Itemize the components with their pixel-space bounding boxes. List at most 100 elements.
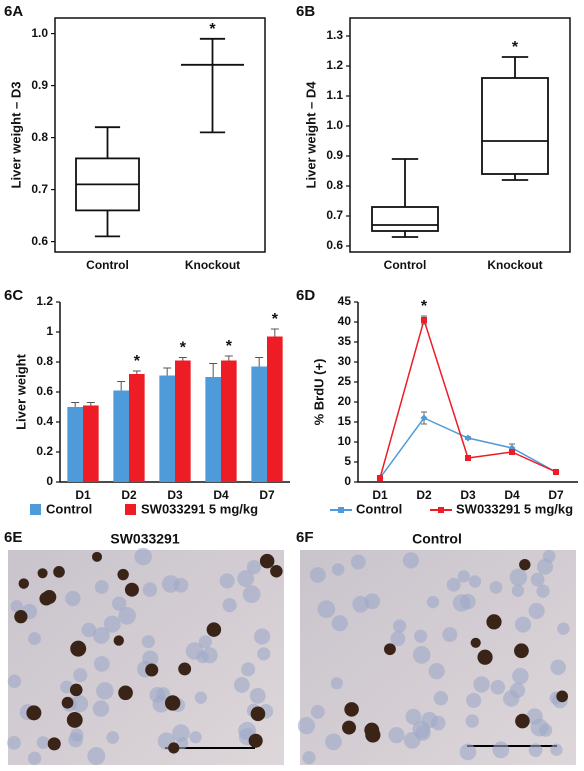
nucleus (70, 695, 89, 713)
nucleus (539, 723, 553, 737)
y-tick-label: 15 (338, 414, 352, 428)
y-tick-label: 0.9 (326, 148, 343, 162)
error-bar (270, 328, 279, 337)
nucleus (490, 679, 506, 695)
legend-label: Control (46, 501, 92, 516)
nucleus (331, 563, 345, 576)
y-tick-label: 1.2 (326, 58, 343, 72)
image-title: Control (412, 531, 462, 547)
marker (421, 317, 427, 323)
stained-nucleus (164, 695, 181, 711)
y-tick-label: 0.9 (31, 78, 48, 92)
bar (221, 360, 237, 482)
y-tick-label: 0.6 (31, 234, 48, 248)
significance: * (134, 353, 141, 370)
nucleus (94, 580, 109, 594)
nucleus (27, 751, 42, 765)
x-tick-label: D3 (460, 488, 476, 502)
stained-nucleus (519, 558, 531, 571)
x-tick-label: Control (86, 258, 129, 272)
stained-nucleus (18, 578, 30, 589)
panel-label: 6A (4, 3, 23, 20)
legend-label: Control (356, 501, 402, 516)
stained-nucleus (47, 737, 61, 751)
nucleus (309, 567, 326, 583)
stained-nucleus (61, 696, 74, 709)
y-tick-label: 20 (338, 394, 352, 408)
nucleus (412, 646, 431, 664)
nucleus (196, 651, 209, 664)
marker (509, 449, 515, 455)
y-tick-label: 5 (344, 454, 351, 468)
nucleus (241, 662, 256, 677)
y-tick-label: 0.8 (326, 178, 343, 192)
x-tick-label: D4 (504, 488, 520, 502)
box (371, 206, 439, 232)
nucleus (442, 627, 458, 643)
y-tick-label: 0.7 (326, 208, 343, 222)
image-title: SW033291 (110, 531, 179, 547)
nucleus (106, 731, 120, 744)
stained-nucleus (344, 702, 359, 717)
significance: * (209, 21, 216, 38)
marker (377, 475, 383, 481)
significance: * (272, 311, 279, 328)
stained-nucleus (14, 610, 28, 624)
nucleus (222, 598, 237, 613)
nucleus (142, 582, 158, 597)
nucleus (421, 711, 438, 729)
error-bar (255, 357, 264, 367)
nucleus (103, 615, 121, 633)
nucleus (36, 736, 50, 749)
nucleus (96, 682, 114, 700)
nucleus (65, 590, 81, 607)
nucleus (460, 593, 476, 610)
nucleus (330, 677, 343, 690)
y-axis-label: % BrdU (+) (311, 359, 326, 426)
stained-nucleus (37, 568, 48, 579)
stained-nucleus (168, 742, 180, 754)
y-tick-label: 30 (338, 354, 352, 368)
nucleus (509, 568, 528, 587)
x-tick-label: Knockout (185, 258, 240, 272)
nucleus (331, 615, 348, 632)
series-line (379, 417, 557, 479)
nucleus (402, 552, 419, 569)
nucleus (93, 656, 110, 672)
nucleus (7, 736, 21, 750)
nucleus (350, 554, 366, 570)
y-tick-label: 0.2 (36, 444, 53, 458)
y-tick-label: 1 (46, 324, 53, 338)
panel-label: 6B (296, 3, 315, 20)
nucleus (257, 647, 271, 661)
nucleus (528, 743, 543, 758)
nucleus (433, 691, 449, 706)
nucleus (530, 572, 545, 587)
nucleus (390, 631, 406, 647)
nucleus (466, 692, 482, 709)
legend-marker (338, 507, 344, 513)
error-bar (86, 402, 95, 406)
nucleus (194, 691, 208, 704)
stained-nucleus (515, 713, 530, 729)
nucleus (118, 607, 136, 625)
y-tick-label: 1.2 (36, 294, 53, 308)
x-tick-label: D1 (372, 488, 388, 502)
box (481, 77, 549, 175)
error-bar (163, 367, 172, 376)
nucleus (528, 602, 545, 619)
nucleus (60, 680, 74, 694)
stained-nucleus (66, 712, 83, 728)
significance: * (180, 340, 187, 357)
stained-nucleus (556, 690, 569, 703)
y-tick-label: 1.0 (326, 118, 343, 132)
stained-nucleus (113, 635, 124, 646)
plot-frame (349, 17, 571, 253)
y-tick-label: 0.8 (31, 130, 48, 144)
nucleus (233, 677, 250, 693)
nucleus (141, 634, 155, 649)
bar (267, 336, 283, 482)
stained-nucleus (514, 643, 529, 659)
nucleus (92, 700, 110, 717)
y-tick-label: 40 (338, 314, 352, 328)
